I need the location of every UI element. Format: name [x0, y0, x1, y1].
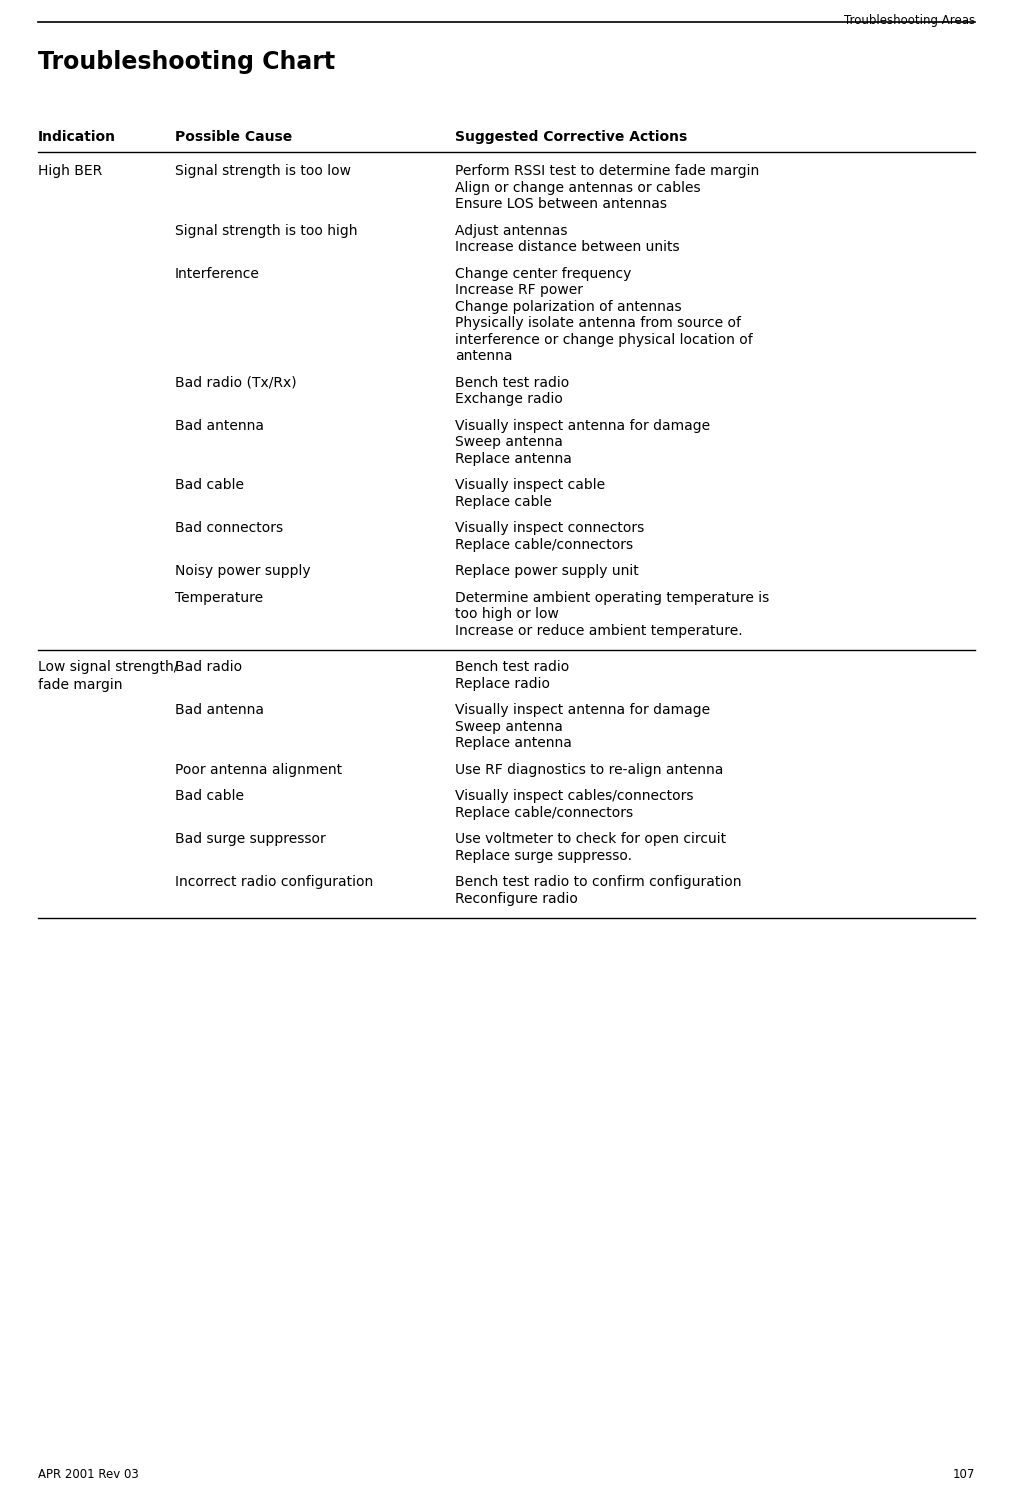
Text: Sweep antenna: Sweep antenna	[455, 720, 563, 733]
Text: Use RF diagnostics to re-align antenna: Use RF diagnostics to re-align antenna	[455, 763, 723, 776]
Text: Incorrect radio configuration: Incorrect radio configuration	[175, 875, 373, 889]
Text: Troubleshooting Areas: Troubleshooting Areas	[844, 13, 975, 27]
Text: Signal strength is too low: Signal strength is too low	[175, 165, 350, 178]
Text: 107: 107	[952, 1468, 975, 1481]
Text: High BER: High BER	[38, 165, 102, 178]
Text: Suggested Corrective Actions: Suggested Corrective Actions	[455, 130, 687, 144]
Text: Change polarization of antennas: Change polarization of antennas	[455, 299, 682, 314]
Text: Increase distance between units: Increase distance between units	[455, 239, 680, 254]
Text: Possible Cause: Possible Cause	[175, 130, 292, 144]
Text: Noisy power supply: Noisy power supply	[175, 564, 311, 577]
Text: Replace antenna: Replace antenna	[455, 736, 572, 749]
Text: Visually inspect cables/connectors: Visually inspect cables/connectors	[455, 788, 694, 803]
Text: Interference: Interference	[175, 266, 260, 281]
Text: Ensure LOS between antennas: Ensure LOS between antennas	[455, 197, 667, 211]
Text: Replace cable/connectors: Replace cable/connectors	[455, 805, 633, 820]
Text: Adjust antennas: Adjust antennas	[455, 223, 567, 238]
Text: Bad connectors: Bad connectors	[175, 521, 283, 536]
Text: Replace radio: Replace radio	[455, 676, 550, 691]
Text: Troubleshooting Chart: Troubleshooting Chart	[38, 49, 335, 73]
Text: Bench test radio: Bench test radio	[455, 375, 569, 389]
Text: Visually inspect connectors: Visually inspect connectors	[455, 521, 644, 536]
Text: Determine ambient operating temperature is: Determine ambient operating temperature …	[455, 591, 769, 604]
Text: Bad radio (Tx/Rx): Bad radio (Tx/Rx)	[175, 375, 297, 389]
Text: Increase or reduce ambient temperature.: Increase or reduce ambient temperature.	[455, 624, 743, 637]
Text: Sweep antenna: Sweep antenna	[455, 435, 563, 449]
Text: Bench test radio to confirm configuration: Bench test radio to confirm configuratio…	[455, 875, 742, 889]
Text: Exchange radio: Exchange radio	[455, 392, 563, 405]
Text: Temperature: Temperature	[175, 591, 263, 604]
Text: Increase RF power: Increase RF power	[455, 283, 583, 298]
Text: Bad antenna: Bad antenna	[175, 703, 264, 717]
Text: too high or low: too high or low	[455, 607, 559, 621]
Text: Replace surge suppresso.: Replace surge suppresso.	[455, 848, 632, 863]
Text: Replace power supply unit: Replace power supply unit	[455, 564, 639, 577]
Text: antenna: antenna	[455, 349, 513, 364]
Text: Replace antenna: Replace antenna	[455, 452, 572, 465]
Text: Change center frequency: Change center frequency	[455, 266, 631, 281]
Text: interference or change physical location of: interference or change physical location…	[455, 332, 753, 347]
Text: Bad antenna: Bad antenna	[175, 419, 264, 432]
Text: Reconfigure radio: Reconfigure radio	[455, 892, 577, 905]
Text: Use voltmeter to check for open circuit: Use voltmeter to check for open circuit	[455, 832, 726, 847]
Text: Physically isolate antenna from source of: Physically isolate antenna from source o…	[455, 316, 741, 331]
Text: Low signal strength/
fade margin: Low signal strength/ fade margin	[38, 660, 178, 693]
Text: Bad radio: Bad radio	[175, 660, 242, 675]
Text: Visually inspect cable: Visually inspect cable	[455, 479, 605, 492]
Text: Bench test radio: Bench test radio	[455, 660, 569, 675]
Text: Replace cable: Replace cable	[455, 495, 552, 509]
Text: Visually inspect antenna for damage: Visually inspect antenna for damage	[455, 419, 710, 432]
Text: Perform RSSI test to determine fade margin: Perform RSSI test to determine fade marg…	[455, 165, 760, 178]
Text: Signal strength is too high: Signal strength is too high	[175, 223, 358, 238]
Text: Bad cable: Bad cable	[175, 479, 244, 492]
Text: Align or change antennas or cables: Align or change antennas or cables	[455, 181, 701, 194]
Text: Replace cable/connectors: Replace cable/connectors	[455, 537, 633, 552]
Text: Visually inspect antenna for damage: Visually inspect antenna for damage	[455, 703, 710, 717]
Text: Poor antenna alignment: Poor antenna alignment	[175, 763, 342, 776]
Text: Indication: Indication	[38, 130, 116, 144]
Text: APR 2001 Rev 03: APR 2001 Rev 03	[38, 1468, 139, 1481]
Text: Bad cable: Bad cable	[175, 788, 244, 803]
Text: Bad surge suppressor: Bad surge suppressor	[175, 832, 326, 847]
